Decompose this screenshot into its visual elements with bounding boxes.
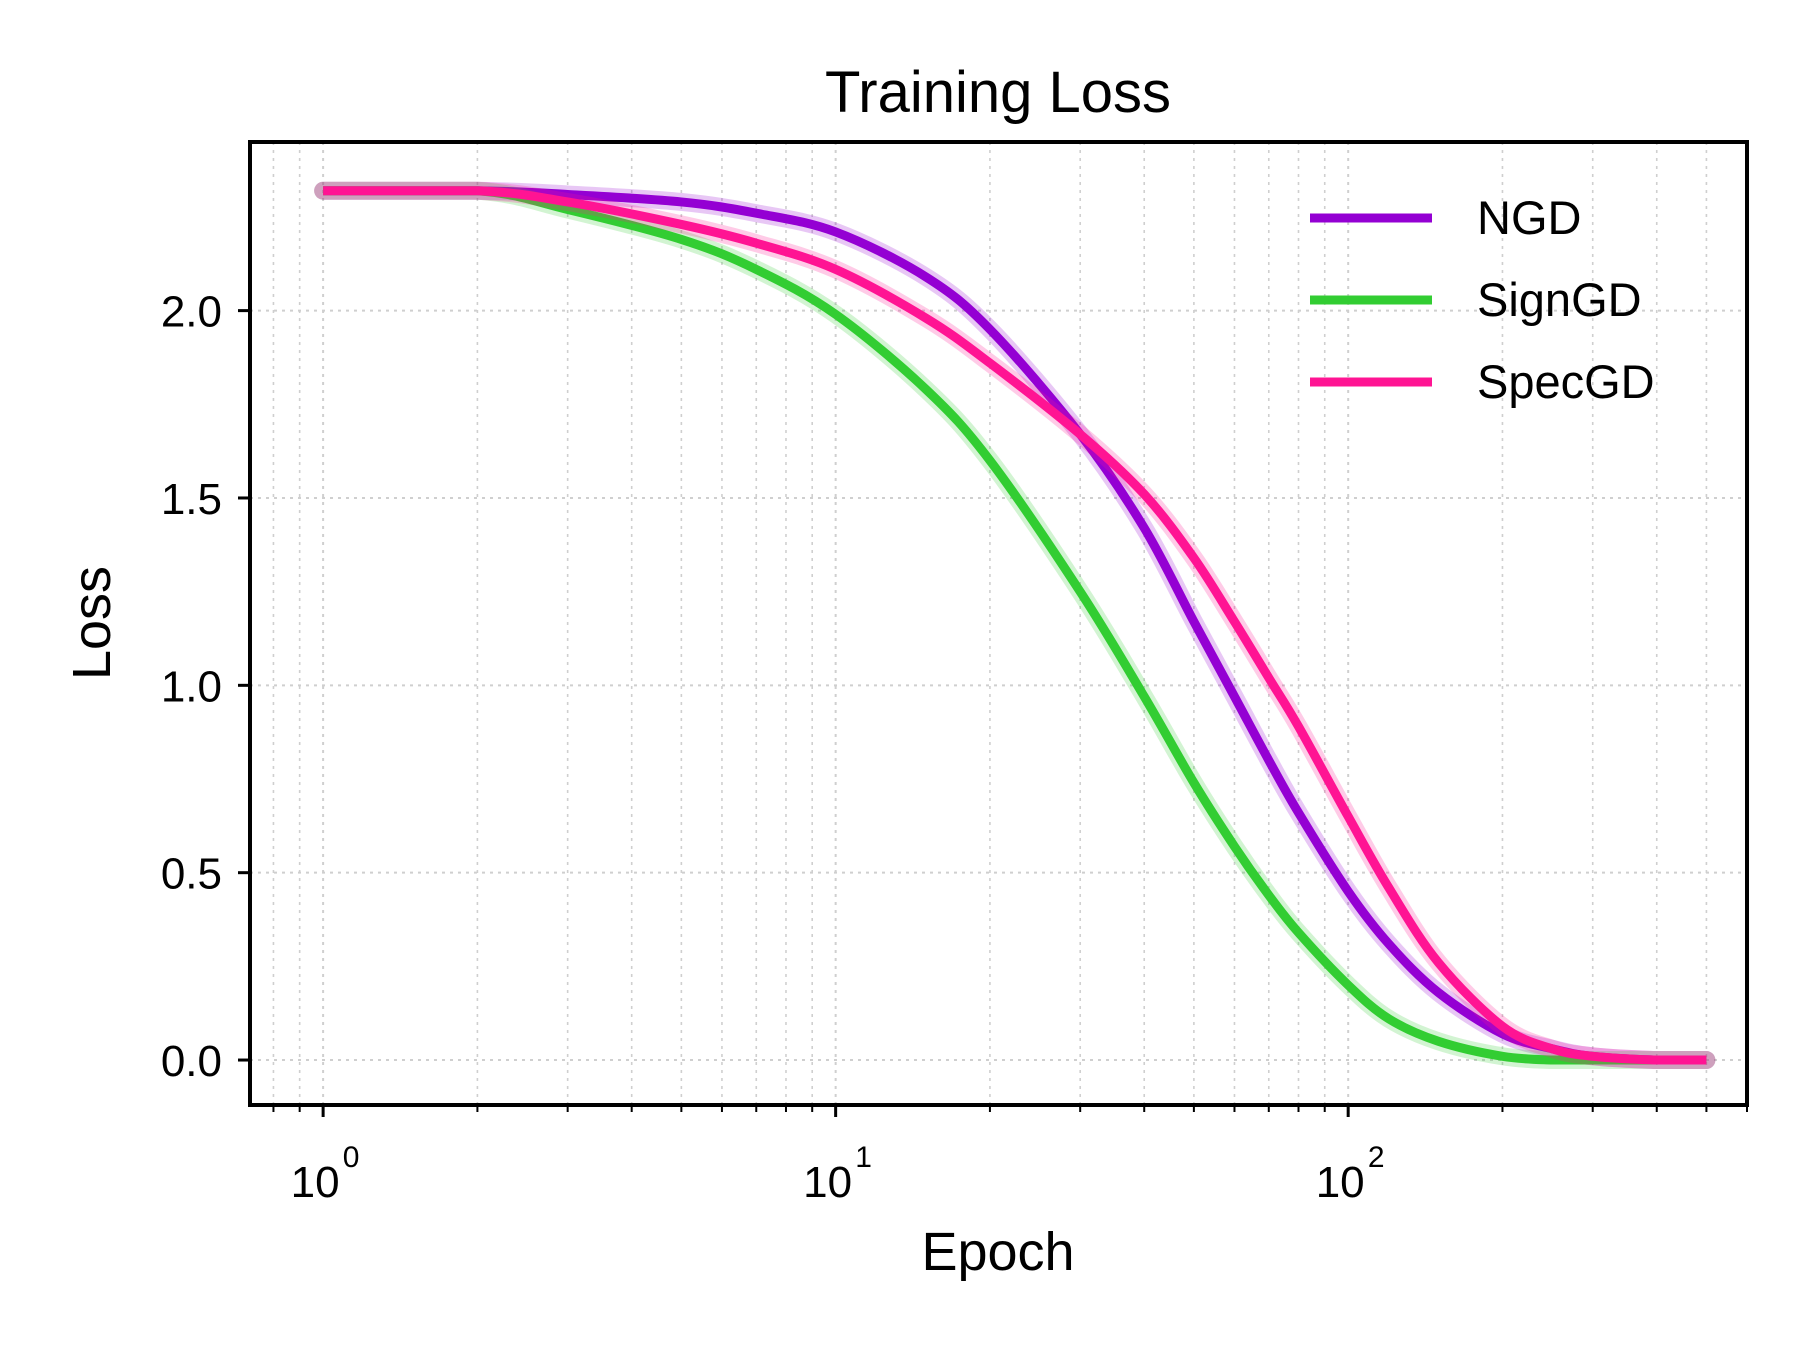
x-tick-label: 101 — [803, 1141, 872, 1207]
y-tick-label: 0.5 — [161, 850, 222, 899]
specgd-line — [323, 186, 1707, 1065]
legend-label-specgd: SpecGD — [1477, 355, 1655, 408]
legend-label-ngd: NGD — [1477, 191, 1581, 244]
y-tick-label: 1.0 — [161, 662, 222, 711]
x-tick-base: 10 — [291, 1158, 340, 1207]
legend: NGD SignGD SpecGD — [1310, 191, 1655, 408]
x-tick-exponent: 0 — [343, 1141, 360, 1174]
x-tick-label: 102 — [1316, 1141, 1385, 1207]
y-tick-label: 1.5 — [161, 475, 222, 524]
series-lines — [314, 181, 1716, 1070]
x-tick-exponent: 2 — [1368, 1141, 1385, 1174]
legend-item-signgd: SignGD — [1310, 273, 1642, 326]
y-tick-label: 0.0 — [161, 1037, 222, 1086]
x-tick-base: 10 — [803, 1158, 852, 1207]
x-tick-label: 100 — [291, 1141, 360, 1207]
grid — [250, 142, 1748, 1105]
chart-title: Training Loss — [825, 60, 1171, 125]
plot-frame — [248, 140, 1749, 1107]
x-tick-exponent: 1 — [855, 1141, 872, 1174]
legend-label-signgd: SignGD — [1477, 273, 1642, 326]
y-axis-label: Loss — [62, 566, 122, 680]
legend-item-specgd: SpecGD — [1310, 355, 1655, 408]
x-tick-base: 10 — [1316, 1158, 1365, 1207]
y-tick-label: 2.0 — [161, 288, 222, 337]
legend-item-ngd: NGD — [1310, 191, 1581, 244]
x-axis-label: Epoch — [921, 1222, 1074, 1282]
signgd-line — [323, 186, 1707, 1065]
ngd-line — [323, 186, 1707, 1065]
